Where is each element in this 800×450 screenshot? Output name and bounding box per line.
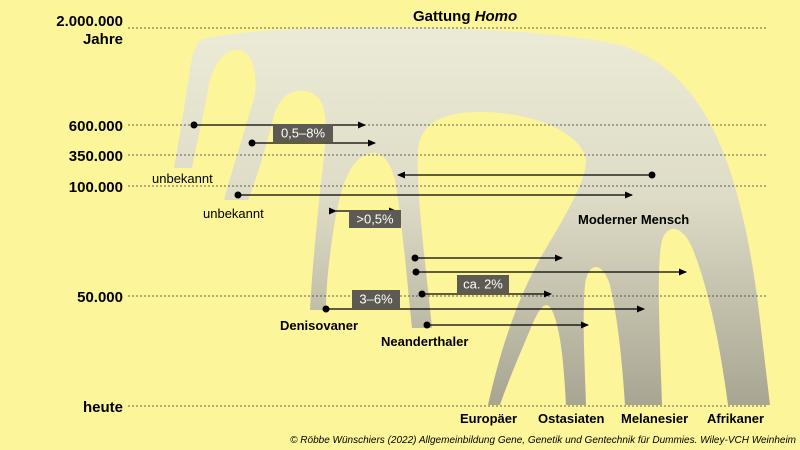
axis-label-2mya-unit: Jahre (83, 31, 123, 48)
dot-neanderthal-a (411, 254, 419, 262)
credit-line: © Röbbe Wünschiers (2022) Allgemeinbildu… (290, 435, 796, 446)
lineage-label-unknown-1: unbekannt (152, 171, 213, 186)
axis-label-100k: 100.000 (69, 179, 123, 196)
dot-unknown1 (190, 121, 198, 129)
population-label-east-asians: Ostasiaten (538, 411, 605, 426)
axis-label-600k: 600.000 (69, 118, 123, 135)
admixture-box-a (273, 124, 333, 142)
dot-neanderthal-600k (248, 139, 256, 147)
admixture-box-c (457, 275, 509, 293)
dot-neanderthal-b (412, 268, 420, 276)
population-label-africans: Afrikaner (707, 411, 764, 426)
admixture-label-d: 3–6% (359, 292, 393, 307)
dot-neanderthal-d (423, 321, 431, 329)
axis-label-today: heute (83, 399, 123, 416)
dot-unknown2 (234, 191, 242, 199)
axis-label-350k: 350.000 (69, 148, 123, 165)
lineage-label-denisovan: Denisovaner (280, 318, 358, 333)
lineage-label-neanderthal: Neanderthaler (381, 334, 468, 349)
diagram-title: Gattung Homo (413, 8, 517, 25)
arrow-origin-dots (190, 121, 656, 329)
admixture-box-b (349, 210, 401, 228)
population-label-melanesians: Melanesier (621, 411, 688, 426)
admixture-label-c: ca. 2% (463, 277, 503, 292)
population-label-europeans: Europäer (460, 411, 517, 426)
lineage-label-modern-human: Moderner Mensch (578, 212, 689, 227)
admixture-label-a: 0,5–8% (281, 126, 326, 141)
evolution-tree-silhouette (174, 27, 770, 406)
dot-modern (648, 171, 656, 179)
axis-label-2mya-value: 2.000.000 (56, 13, 123, 30)
lineage-label-unknown-2: unbekannt (203, 206, 264, 221)
admixture-box-d (352, 290, 400, 308)
dot-denisovan (322, 305, 330, 313)
dot-neanderthal-c (418, 290, 426, 298)
admixture-label-b: >0,5% (356, 212, 394, 227)
axis-label-50k: 50.000 (77, 289, 123, 306)
